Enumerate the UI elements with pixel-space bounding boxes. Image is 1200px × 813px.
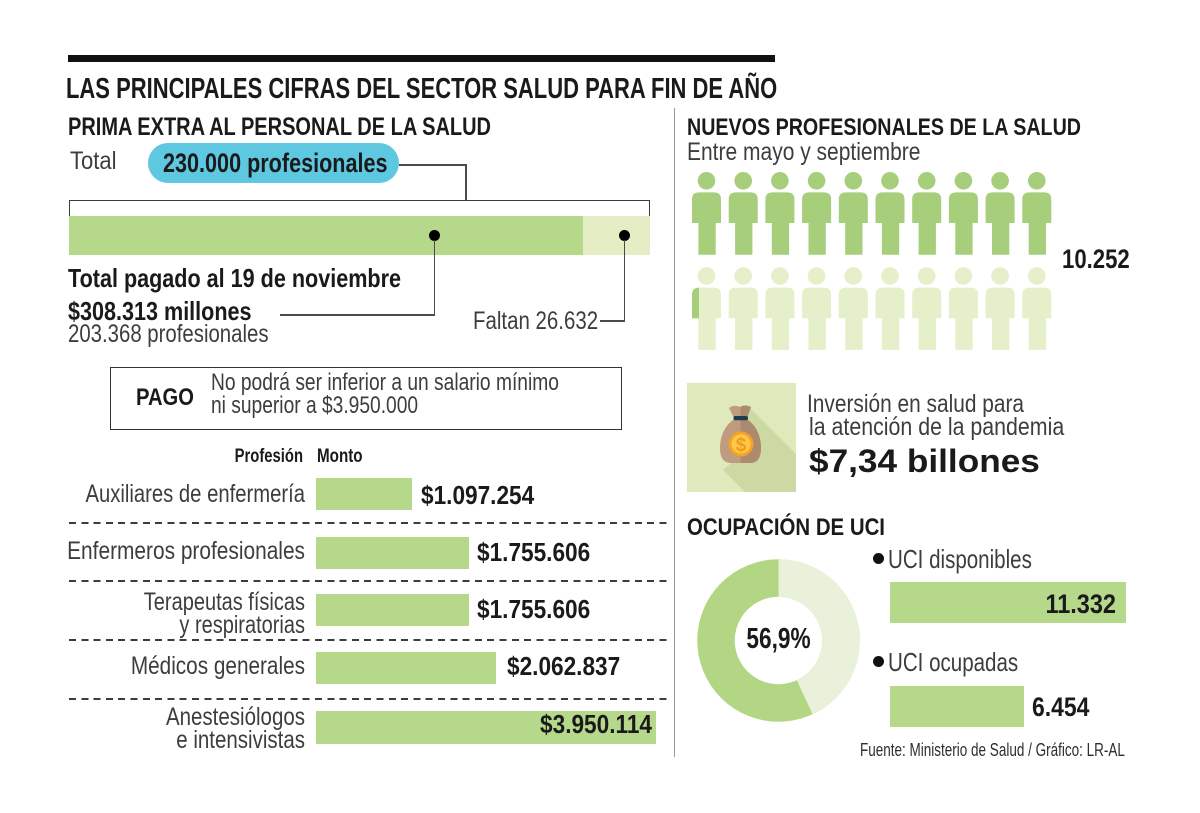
svg-text:$: $ [736, 435, 747, 456]
